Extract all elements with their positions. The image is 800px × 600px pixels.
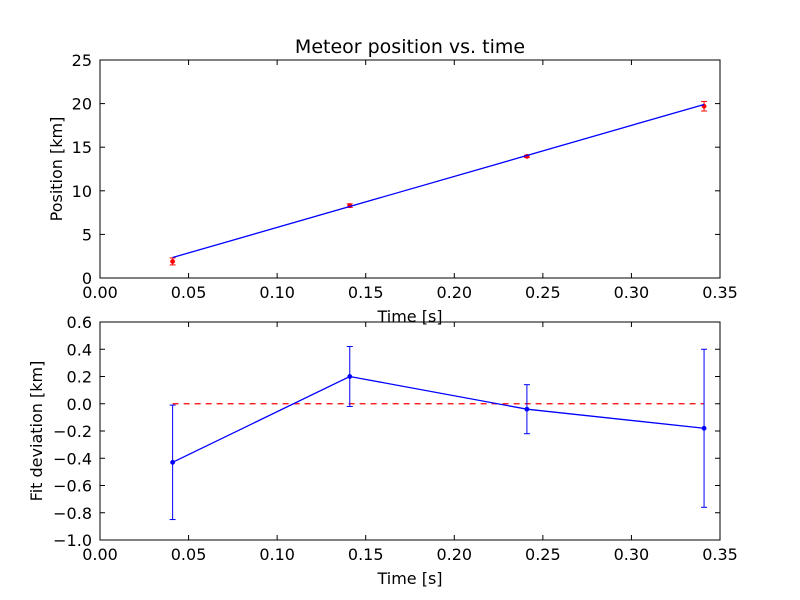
deviation-plot-data-point [524,406,530,412]
deviation-plot-ytick-label: 0.0 [67,395,92,414]
position-plot-ytick-label: 20 [72,95,92,114]
deviation-plot-ticks: 0.00 0.05 0.10 0.15 0.20 0.25 0.30 0.35 −1.0 −0.8… [53,313,738,564]
position-plot-title: Meteor position vs. time [295,36,525,58]
deviation-plot-ytick-label: −0.4 [53,449,92,468]
deviation-plot-xtick-label: 0.00 [82,545,118,564]
position-plot-ytick-label: 15 [72,138,92,157]
deviation-plot-data-point [347,374,353,379]
position-plot-ytick-label: 25 [72,51,92,70]
deviation-plot-xlabel: Time [s] [376,569,442,588]
position-plot-xtick-label: 0.15 [348,283,384,302]
deviation-plot-xtick-label: 0.05 [171,545,207,564]
position-plot-ytick-label: 0 [82,269,92,288]
deviation-plot-xtick-label: 0.25 [525,545,561,564]
position-plot-data-point [170,258,176,264]
deviation-plot-xtick-label: 0.30 [614,545,650,564]
deviation-plot-ylabel: Fit deviation [km] [27,361,46,502]
position-plot-xtick-label: 0.10 [259,283,295,302]
position-plot-xtick-label: 0.05 [171,283,207,302]
position-plot-xtick-label: 0.30 [614,283,650,302]
deviation-plot-ytick-label: −0.8 [53,504,92,523]
deviation-plot-xtick-label: 0.20 [436,545,472,564]
deviation-plot-xtick-label: 0.15 [348,545,384,564]
position-plot-ytick-label: 10 [72,182,92,201]
deviation-plot-ytick-label: −0.2 [53,422,92,441]
deviation-plot-data-point [170,459,176,465]
deviation-plot-frame [99,321,721,541]
position-plot-xtick-label: 0.00 [82,283,118,302]
deviation-plot: 0.00 0.05 0.10 0.15 0.20 0.25 0.30 0.35 −1.0 −0.8… [27,313,738,588]
deviation-plot-ytick-label: −0.6 [53,477,92,496]
position-plot-xtick-label: 0.20 [436,283,472,302]
deviation-plot-ytick-label: 0.6 [67,313,92,332]
position-plot-xtick-label: 0.25 [525,283,561,302]
position-plot-fit-line [172,103,705,259]
deviation-plot-ytick-label: −1.0 [53,531,92,550]
position-plot-marks [169,100,708,266]
deviation-plot-xtick-label: 0.10 [259,545,295,564]
position-plot-xtick-label: 0.35 [702,283,738,302]
deviation-plot-marks [169,346,708,521]
deviation-plot-xtick-label: 0.35 [702,545,738,564]
deviation-plot-ytick-label: 0.2 [67,368,92,387]
position-plot-xlabel: Time [s] [376,307,442,326]
position-plot-frame [99,59,721,279]
position-plot-ticks: 0.00 0.05 0.10 0.15 0.20 0.25 0.30 0.35 0 5 10 15 20… [72,51,738,302]
deviation-plot-series-line [172,375,705,463]
deviation-plot-data-point [701,425,707,431]
position-plot: Meteor position vs. time 0.00 0.05 0.10 0.1… [47,36,738,326]
deviation-plot-ytick-label: 0.4 [67,340,92,359]
position-plot-ylabel: Position [km] [47,117,66,222]
position-plot-ytick-label: 5 [82,225,92,244]
